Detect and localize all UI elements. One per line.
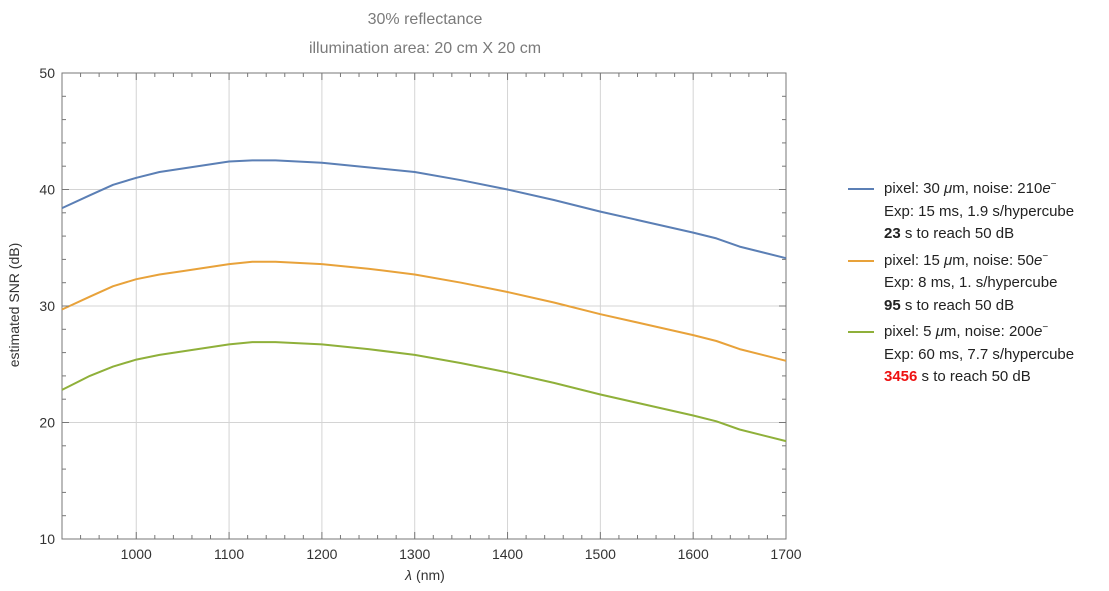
legend-text: s to reach 50 dB (900, 225, 1015, 242)
legend: pixel: 30 μm, noise: 210e− Exp: 15 ms, 1… (846, 178, 1108, 393)
legend-text: s to reach 50 dB (900, 296, 1015, 314)
legend-line-2: Exp: 15 ms, 1.9 s/hypercube (884, 202, 1075, 220)
legend-line-1: pixel: 30 μm, noise: 210e− (884, 178, 1108, 201)
legend-item: pixel: 15 μm, noise: 50e− Exp: 8 ms, 1. … (846, 250, 1108, 318)
legend-e: e (1033, 323, 1043, 340)
legend-line-3: 23 s to reach 50 dB (884, 223, 1108, 246)
legend-text: s to reach 50 dB (917, 368, 1031, 385)
grid (62, 73, 786, 539)
chart-title: 30% reflectance (368, 11, 483, 28)
legend-line-3: 95 s to reach 50 dB (884, 295, 1108, 318)
legend-swatch (848, 331, 874, 333)
legend-sup: − (1042, 250, 1049, 262)
series-line-2 (61, 260, 787, 362)
x-tick-label: 1100 (214, 546, 244, 562)
legend-text: m, noise: 210 (952, 180, 1043, 197)
series-group (61, 159, 787, 443)
series-line-3 (61, 341, 787, 443)
x-tick-label: 1200 (306, 546, 337, 562)
y-tick-label: 40 (39, 182, 55, 198)
legend-time: 3456 (884, 368, 918, 385)
x-tick-label: 1300 (399, 546, 430, 562)
legend-text: pixel: 5 (884, 323, 936, 340)
y-tick-label: 10 (39, 531, 55, 547)
y-axis-label: estimated SNR (dB) (6, 243, 22, 367)
y-tick-label: 50 (39, 65, 55, 81)
legend-line-3: 3456 s to reach 50 dB (884, 366, 1108, 389)
x-tick-label: 1400 (492, 546, 523, 562)
legend-time: 95 (884, 296, 901, 314)
legend-time: 23 (884, 225, 901, 242)
legend-line-2: Exp: 60 ms, 7.7 s/hypercube (884, 345, 1075, 363)
legend-sup: − (1050, 179, 1057, 190)
legend-item: pixel: 30 μm, noise: 210e− Exp: 15 ms, 1… (846, 178, 1108, 246)
legend-line-2: Exp: 8 ms, 1. s/hypercube (884, 274, 1058, 291)
x-axis-symbol: λ (404, 567, 412, 583)
legend-sup: − (1042, 322, 1049, 333)
legend-swatch (848, 259, 874, 262)
legend-swatch (848, 188, 874, 190)
x-axis-label: λ (nm) (404, 567, 445, 583)
legend-mu: μ (935, 323, 944, 340)
legend-line-1: pixel: 15 μm, noise: 50e− (884, 250, 1108, 273)
x-tick-label: 1700 (770, 546, 801, 562)
chart-subtitle: illumination area: 20 cm X 20 cm (309, 40, 541, 57)
x-tick-label: 1600 (678, 546, 709, 562)
series-line-1 (61, 159, 787, 260)
legend-e: e (1033, 251, 1043, 269)
legend-line-1: pixel: 5 μm, noise: 200e− (884, 321, 1108, 344)
legend-item: pixel: 5 μm, noise: 200e− Exp: 60 ms, 7.… (846, 321, 1108, 389)
y-tick-label: 30 (39, 298, 55, 314)
legend-text: m, noise: 200 (943, 323, 1034, 340)
ticks-group: 1000 1100 1200 1300 1400 1500 1600 1700 10 20 30 40… (39, 65, 801, 562)
legend-mu: μ (944, 251, 953, 269)
x-axis-unit: (nm) (416, 567, 445, 583)
legend-e: e (1042, 180, 1051, 197)
x-tick-label: 1000 (121, 546, 152, 562)
legend-text: m, noise: 50 (952, 251, 1034, 269)
legend-text: pixel: 30 (884, 180, 945, 197)
legend-mu: μ (944, 180, 953, 197)
y-tick-label: 20 (39, 415, 55, 431)
x-tick-label: 1500 (585, 546, 616, 562)
legend-text: pixel: 15 (884, 251, 945, 269)
